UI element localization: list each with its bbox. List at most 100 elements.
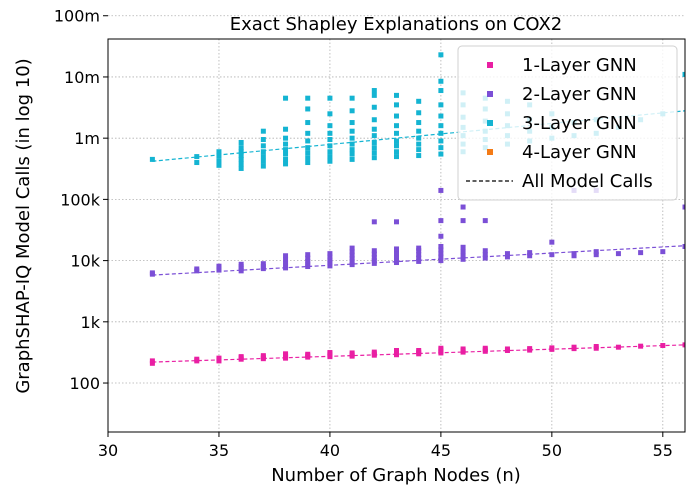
data-point [371,248,377,254]
data-point [394,130,399,136]
legend-label: 2-Layer GNN [522,84,637,105]
chart-title: Exact Shapley Explanations on COX2 [230,14,562,35]
data-point [349,249,355,255]
data-point [394,256,399,262]
data-point [371,92,377,98]
data-point [371,255,377,261]
data-point [305,130,311,136]
data-point [216,0,221,3]
data-point [327,257,333,263]
data-point [615,344,621,350]
data-point [682,243,685,249]
data-point [438,52,444,58]
data-point [149,270,155,276]
data-point [638,250,644,256]
data-point [349,147,355,153]
data-point [482,218,488,224]
x-axis-label: Number of Graph Nodes (n) [271,465,521,486]
legend-marker [487,120,493,126]
data-point [438,243,444,249]
data-point [283,95,289,101]
data-point [260,137,266,143]
data-point [327,143,333,149]
data-point [283,141,289,147]
data-point [305,95,311,101]
data-point [216,27,221,32]
data-point [438,123,444,129]
data-point [149,156,155,162]
data-point [305,145,311,151]
data-point [327,123,333,129]
data-point [305,160,311,166]
data-point [260,143,266,149]
data-point [438,218,444,224]
data-point [349,262,355,268]
data-point [416,347,422,353]
data-point [194,160,200,166]
data-point [394,347,399,353]
data-point [593,252,599,258]
data-point [438,247,444,253]
data-point [149,358,155,364]
data-point [260,264,266,270]
plot-area-frame [107,38,686,433]
data-point [327,6,332,11]
data-point [593,249,599,255]
data-point [460,256,466,262]
data-point [327,0,332,1]
data-point [349,135,355,141]
data-point [327,95,333,101]
series-2-layer-gnn [149,187,685,277]
data-point [371,258,377,264]
data-point [194,266,200,272]
data-point [416,258,422,264]
data-point [216,355,222,361]
data-point [394,219,399,225]
data-point [438,187,444,193]
data-point [593,344,599,350]
data-point [327,158,333,164]
data-point [238,153,244,159]
data-point [216,162,222,168]
data-point [438,88,444,94]
data-point [549,252,555,258]
data-point [194,356,200,362]
x-tick-label: 45 [431,441,451,460]
data-point [216,263,222,269]
data-point [416,252,422,258]
data-point [416,255,422,261]
data-point [460,218,466,224]
data-point [460,244,466,250]
data-point [327,350,333,356]
data-point [283,260,289,266]
data-point [305,255,311,261]
data-point [372,6,377,11]
y-tick-label: 100k [60,190,101,209]
data-point [438,1,443,6]
data-point [371,133,377,139]
data-point [261,0,266,4]
data-point [394,0,399,3]
y-axis-label: GraphSHAP-IQ Model Calls (in log 10) [13,58,34,393]
data-point [283,161,289,167]
data-point [349,108,355,114]
data-point [371,219,377,225]
data-point [283,156,289,162]
data-point [349,141,355,147]
data-point [416,147,422,153]
data-point [438,151,444,157]
data-point [349,252,355,258]
data-point [416,248,422,254]
data-point [394,102,399,108]
data-point [416,141,422,147]
data-point [260,149,266,155]
data-point [283,126,289,132]
data-point [571,344,577,350]
data-point [327,251,333,257]
data-point [305,138,311,144]
data-point [438,138,444,144]
data-point [349,350,355,356]
data-point [394,113,399,119]
legend-label: All Model Calls [522,171,653,192]
